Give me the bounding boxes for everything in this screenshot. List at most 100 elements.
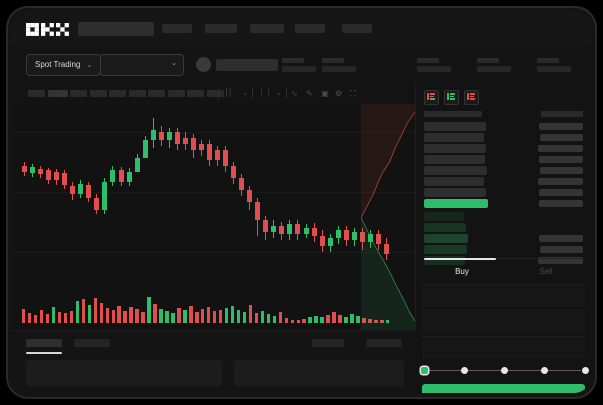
panel-action-1[interactable] (312, 339, 344, 347)
nav-item-4[interactable] (295, 24, 325, 33)
candle-body (110, 170, 116, 182)
chevron-down-icon[interactable]: ⌄ (242, 90, 248, 97)
order-book-highlight-row[interactable] (424, 199, 583, 208)
timeframe-button-9[interactable] (187, 90, 204, 97)
candle-body (118, 170, 124, 182)
tab-open-orders[interactable] (26, 339, 62, 347)
ask-price-cell (424, 144, 486, 153)
indicator-dropdown-icon[interactable]: ⎟⎟ (224, 90, 231, 97)
order-book-mode-bids-icon[interactable] (444, 90, 459, 105)
nav-item-3[interactable] (250, 24, 284, 33)
candle-body (223, 150, 229, 166)
trading-mode-button[interactable]: Spot Trading ⌄ (26, 54, 102, 76)
ticker-stat-value (322, 66, 356, 72)
candle-body (303, 228, 309, 234)
order-book-bid-row[interactable] (424, 223, 583, 232)
candle (86, 110, 92, 305)
price-chart[interactable] (12, 104, 416, 331)
candle-body (166, 132, 172, 140)
timeframe-button-1[interactable] (28, 90, 45, 97)
order-type-field[interactable] (422, 284, 585, 307)
candle (22, 110, 27, 305)
pencil-icon[interactable]: ✎ (306, 89, 313, 98)
amount-field[interactable] (422, 336, 585, 359)
submit-buy-button[interactable] (422, 384, 585, 393)
order-book-ask-row[interactable] (424, 122, 583, 131)
slider-node-1[interactable] (460, 367, 468, 374)
timeframe-button-3[interactable] (70, 90, 87, 97)
bid-amount-cell (538, 257, 583, 264)
price-field[interactable] (422, 310, 585, 333)
amount-percent-slider[interactable] (420, 366, 589, 376)
orders-panel (12, 330, 416, 393)
timeframe-button-8[interactable] (167, 90, 185, 97)
order-book-ask-row[interactable] (424, 166, 583, 175)
order-book-ask-row[interactable] (424, 133, 583, 142)
timeframe-button-4[interactable] (89, 90, 107, 97)
slider-node-0[interactable] (420, 367, 428, 374)
order-book-bid-row[interactable] (424, 256, 583, 265)
ask-amount-cell (539, 189, 583, 196)
candle-body (367, 234, 373, 242)
tab-order-history[interactable] (74, 339, 110, 347)
order-book-bid-row[interactable] (424, 212, 583, 221)
ask-price-cell (424, 155, 485, 164)
wave-indicator-icon[interactable]: ∿ (291, 89, 298, 98)
search-input[interactable] (78, 22, 154, 36)
active-tab-underline (424, 258, 496, 260)
slider-node-3[interactable] (541, 367, 549, 374)
ask-price-cell (424, 122, 486, 131)
order-book-bid-row[interactable] (424, 234, 583, 243)
order-book-ask-row[interactable] (424, 177, 583, 186)
candle-body (319, 236, 325, 246)
chevron-down-icon[interactable]: ⌄ (276, 90, 282, 97)
candle-body (78, 184, 84, 194)
slider-node-2[interactable] (501, 367, 508, 374)
timeframe-button-2[interactable] (47, 90, 68, 97)
volume-bar (386, 320, 390, 323)
order-book-ask-row[interactable] (424, 144, 583, 153)
candle-body (295, 224, 301, 234)
timeframe-button-6[interactable] (128, 90, 146, 97)
order-book-ask-row[interactable] (424, 155, 583, 164)
ticker-stat-value (282, 66, 316, 72)
candle-body (158, 132, 164, 140)
candle (383, 110, 389, 305)
okx-pixel-logo-icon[interactable] (26, 23, 70, 36)
ticker-stat-label (322, 58, 344, 63)
slider-node-4[interactable] (581, 367, 589, 374)
ticker-stat-5 (537, 58, 571, 72)
pair-select[interactable]: ⌄ (100, 54, 184, 76)
candle-body (335, 230, 341, 238)
candle-body (62, 173, 68, 185)
panel-action-2[interactable] (366, 339, 402, 347)
compare-dropdown-icon[interactable]: ⎰⎰ (258, 90, 272, 97)
ticker-stat-label (282, 58, 304, 63)
order-book-bid-row[interactable] (424, 245, 583, 254)
candle (335, 110, 341, 305)
fullscreen-icon[interactable]: ⛶ (350, 89, 356, 98)
candle-body (383, 244, 389, 254)
timeframe-button-10[interactable] (206, 90, 224, 97)
order-book-ask-row[interactable] (424, 188, 583, 197)
candle (30, 110, 36, 305)
camera-icon[interactable]: ▣ (321, 89, 329, 98)
order-book-mode-asks-icon[interactable] (464, 90, 479, 105)
candle-body (142, 140, 148, 158)
settings-icon[interactable]: ⚙ (335, 89, 343, 98)
nav-item-5[interactable] (342, 24, 372, 33)
ask-amount-cell (539, 156, 583, 163)
timeframe-button-5[interactable] (109, 90, 126, 97)
nav-item-2[interactable] (205, 24, 237, 33)
candle-body (327, 238, 333, 246)
candle (231, 110, 237, 305)
order-book-mode-both-icon[interactable] (424, 90, 439, 105)
tab-sell[interactable]: Sell (539, 267, 553, 276)
candle (327, 110, 333, 305)
nav-item-1[interactable] (162, 24, 192, 33)
toolbar-divider (218, 88, 219, 99)
candle (102, 110, 108, 305)
timeframe-button-7[interactable] (148, 90, 165, 97)
candle (174, 110, 180, 305)
tab-buy[interactable]: Buy (455, 267, 469, 276)
